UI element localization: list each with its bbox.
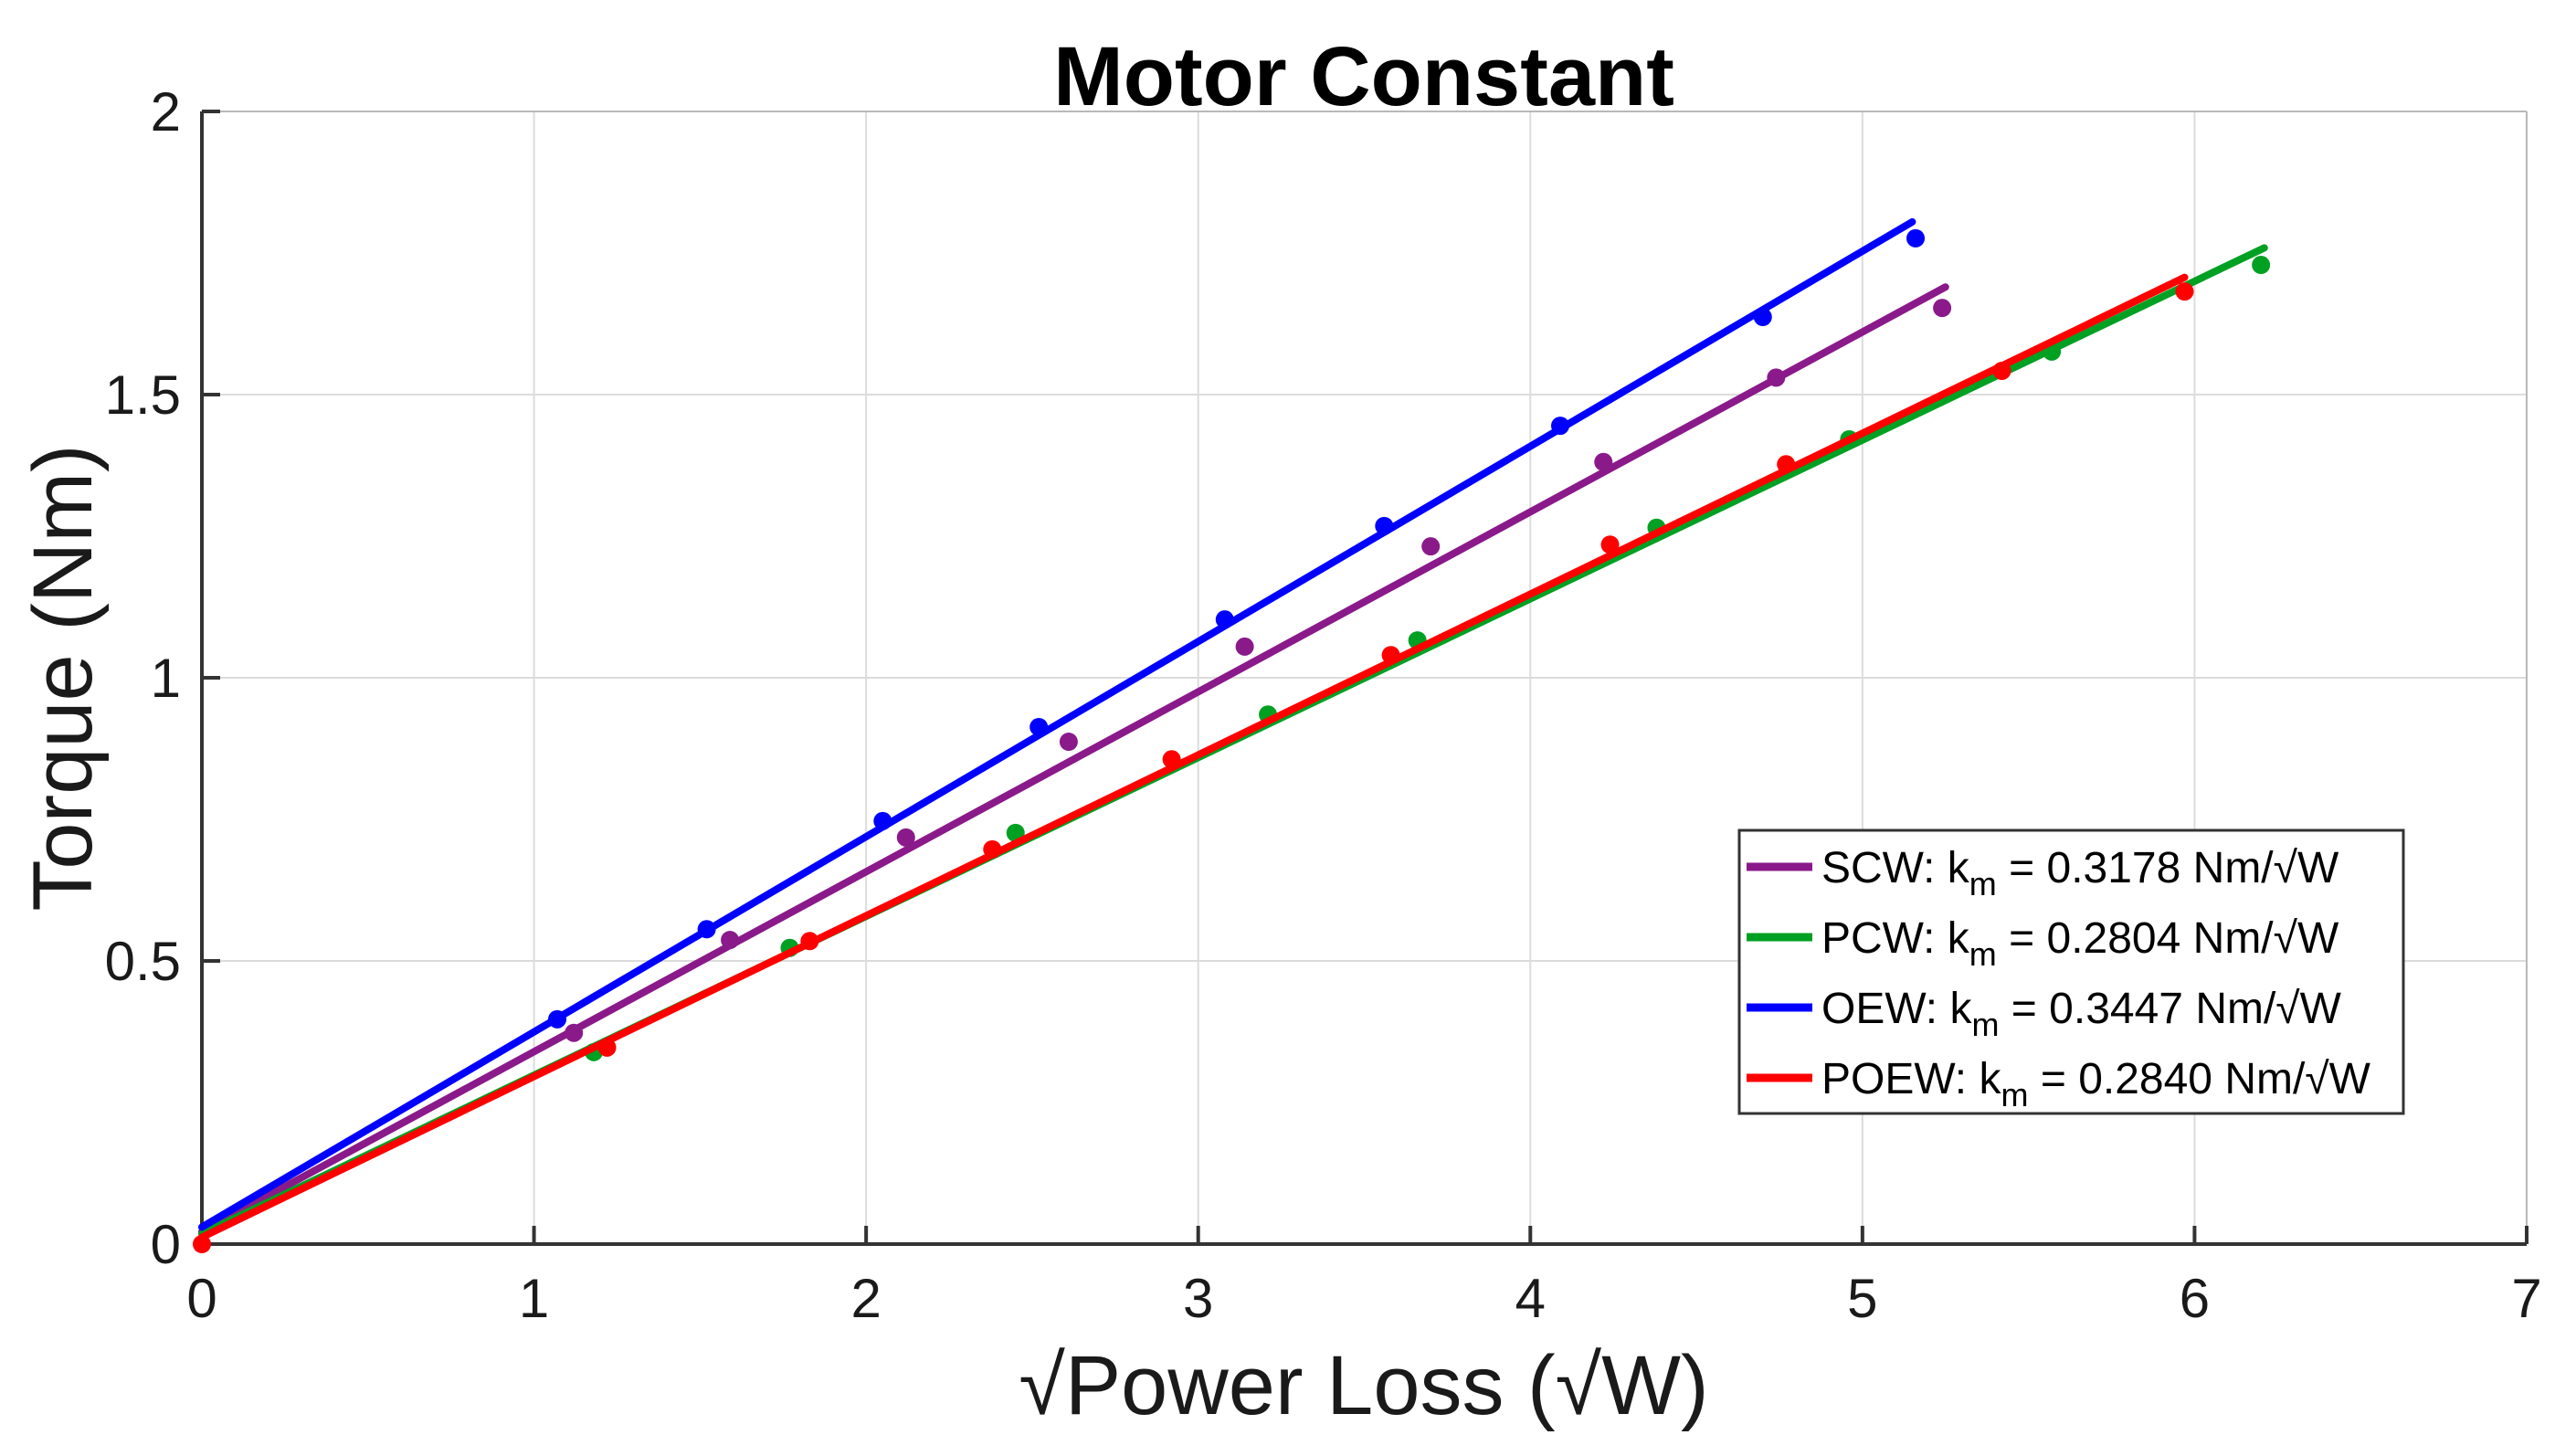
poew-data-point	[1162, 750, 1181, 769]
x-tick-label: 7	[2511, 1268, 2541, 1329]
y-tick-label: 2	[151, 81, 181, 142]
oew-data-point	[1375, 516, 1394, 535]
poew-data-point	[1777, 455, 1796, 474]
scw-data-point	[1933, 299, 1952, 318]
poew-data-point	[800, 932, 819, 951]
poew-data-point	[1600, 535, 1620, 554]
scw-data-point	[1767, 368, 1786, 387]
oew-data-point	[873, 811, 892, 830]
chart-title: Motor Constant	[1053, 30, 1674, 123]
poew-data-point	[597, 1038, 617, 1057]
scw-data-point	[1421, 537, 1441, 556]
y-tick-label: 0	[151, 1214, 181, 1275]
poew-data-point	[1381, 646, 1400, 665]
scw-data-point	[896, 828, 915, 847]
oew-data-point	[1215, 610, 1234, 629]
scw-data-point	[1059, 733, 1078, 752]
poew-data-point	[983, 839, 1002, 859]
y-tick-label: 1.5	[105, 364, 181, 426]
series-oew	[198, 217, 1926, 1231]
oew-data-point	[1029, 717, 1049, 736]
scw-data-point	[1594, 452, 1613, 471]
x-tick-label: 6	[2180, 1268, 2210, 1329]
oew-data-point	[548, 1009, 567, 1029]
data-series	[193, 217, 2271, 1253]
oew-data-point	[1906, 228, 1926, 248]
scw-data-point	[565, 1023, 584, 1042]
legend-box	[1737, 828, 2405, 1115]
legend-entry-oew: OEW: km = 0.3447 Nm/√W	[1747, 985, 2342, 1043]
x-tick-label: 3	[1183, 1268, 1213, 1329]
legend-label-poew: POEW: km = 0.2840 Nm/√W	[1821, 1055, 2371, 1113]
legend-label-scw: SCW: km = 0.3178 Nm/√W	[1821, 844, 2339, 902]
scw-data-point	[721, 931, 740, 950]
x-tick-label: 0	[186, 1268, 216, 1329]
x-tick-label: 4	[1515, 1268, 1546, 1329]
legend-label-oew: OEW: km = 0.3447 Nm/√W	[1821, 985, 2342, 1043]
grid-lines	[202, 111, 2527, 1244]
x-tick-label: 1	[519, 1268, 549, 1329]
oew-data-point	[1551, 417, 1570, 436]
x-tick-label: 2	[850, 1268, 881, 1329]
legend-entry-pcw: PCW: km = 0.2804 Nm/√W	[1747, 914, 2339, 973]
poew-fit-line	[198, 273, 2189, 1241]
y-tick-label: 0.5	[105, 931, 181, 992]
legend: SCW: km = 0.3178 Nm/√W PCW: km = 0.2804 N…	[1737, 828, 2405, 1115]
poew-data-point	[193, 1235, 211, 1253]
legend-label-pcw: PCW: km = 0.2804 Nm/√W	[1821, 914, 2339, 973]
legend-entry-scw: SCW: km = 0.3178 Nm/√W	[1747, 844, 2339, 902]
x-axis-label: √Power Loss (√W)	[1019, 1339, 1708, 1432]
y-axis-label: Torque (Nm)	[16, 444, 110, 911]
poew-data-point	[1992, 361, 2011, 380]
scw-fit-line	[198, 283, 1949, 1236]
x-tick-label: 5	[1847, 1268, 1877, 1329]
oew-fit-line	[198, 217, 1916, 1231]
tick-labels: 0 1 2 3 4 5 6 7 0 0.5 1 1.5 2	[105, 81, 2542, 1329]
pcw-data-point	[2252, 256, 2271, 275]
oew-data-point	[697, 920, 716, 939]
oew-data-point	[1753, 308, 1772, 327]
y-tick-label: 1	[151, 648, 181, 709]
scw-data-point	[1235, 637, 1254, 656]
legend-entry-poew: POEW: km = 0.2840 Nm/√W	[1747, 1055, 2371, 1113]
series-poew	[193, 273, 2194, 1253]
series-scw	[198, 283, 1952, 1236]
poew-data-point	[2175, 282, 2194, 301]
